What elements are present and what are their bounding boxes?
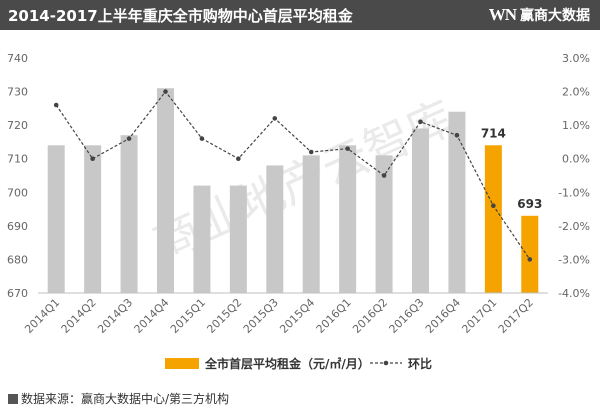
bar <box>47 145 65 293</box>
mom-point <box>199 136 205 141</box>
combo-chart: 商业地产云智库7407307207107006906806703.0%2.0%1… <box>7 52 590 371</box>
legend-label-rent: 全市首层平均租金（元/㎡/月） <box>204 356 370 371</box>
y2-tick-label: -1.0% <box>558 186 590 199</box>
bar <box>193 185 211 293</box>
legend-swatch-rent <box>165 358 199 369</box>
x-tick-label: 2014Q3 <box>95 296 135 336</box>
chart-header: 2014-2017上半年重庆全市购物中心首层平均租金 WN 赢商大数据 <box>0 0 600 30</box>
bar <box>266 165 284 293</box>
x-tick-label: 2016Q1 <box>314 296 354 336</box>
y2-tick-label: 0.0% <box>562 153 590 166</box>
mom-point <box>272 116 278 121</box>
mom-point <box>236 156 241 162</box>
bar <box>157 88 174 293</box>
x-tick-label: 2015Q1 <box>168 296 208 336</box>
mom-point <box>53 102 59 108</box>
y2-tick-label: 2.0% <box>562 86 590 99</box>
y2-tick-label: -3.0% <box>558 253 590 266</box>
y-tick-label: 690 <box>7 220 28 233</box>
x-tick-label: 2016Q3 <box>387 296 427 336</box>
y2-tick-label: 3.0% <box>562 52 590 65</box>
mom-point <box>454 132 460 138</box>
bar <box>484 145 502 293</box>
x-tick-label: 2014Q1 <box>22 296 62 336</box>
mom-point <box>491 203 496 209</box>
bar <box>84 145 102 293</box>
bar <box>521 215 539 293</box>
chart-title: 2014-2017上半年重庆全市购物中心首层平均租金 <box>8 7 353 25</box>
x-tick-label: 2017Q2 <box>496 296 536 336</box>
mom-point <box>90 156 95 162</box>
mom-point <box>308 149 314 155</box>
bar <box>229 185 247 293</box>
brand-mark: WN <box>488 5 517 24</box>
data-label: 714 <box>481 126 506 140</box>
y-tick-label: 710 <box>7 153 28 166</box>
mom-line <box>55 90 531 260</box>
bar <box>412 128 429 293</box>
chart-area: 商业地产云智库7407307207107006906806703.0%2.0%1… <box>0 30 600 386</box>
x-tick-label: 2015Q4 <box>277 296 317 336</box>
brand-logo: WN 赢商大数据 <box>489 4 590 26</box>
bar <box>448 111 466 293</box>
source-text: 数据来源：赢商大数据中心/第三方机构 <box>21 392 230 406</box>
y-tick-label: 740 <box>7 52 28 65</box>
mom-point <box>345 146 350 151</box>
x-tick-label: 2015Q3 <box>241 296 281 336</box>
source-icon <box>8 394 18 404</box>
y2-tick-label: -2.0% <box>558 220 590 233</box>
mom-point <box>163 89 168 94</box>
brand-name: 赢商大数据 <box>520 8 590 24</box>
x-tick-label: 2016Q4 <box>423 296 463 336</box>
x-tick-label: 2014Q2 <box>59 296 99 336</box>
x-tick-label: 2016Q2 <box>350 296 390 336</box>
x-tick-label: 2017Q1 <box>459 296 499 336</box>
mom-point <box>418 119 423 125</box>
bar <box>120 135 138 293</box>
bar <box>375 155 393 293</box>
x-tick-label: 2015Q2 <box>204 296 244 336</box>
y-tick-label: 730 <box>7 86 28 99</box>
y-tick-label: 680 <box>7 253 28 266</box>
y-tick-label: 720 <box>7 119 28 132</box>
legend-marker-mom <box>383 360 389 366</box>
bar <box>302 155 320 293</box>
data-label: 693 <box>517 197 542 211</box>
mom-point <box>527 257 533 262</box>
mom-point <box>381 173 387 178</box>
bar <box>339 145 357 293</box>
y2-tick-label: -4.0% <box>558 287 590 300</box>
y2-tick-label: 1.0% <box>562 119 590 132</box>
y-tick-label: 670 <box>7 287 28 300</box>
legend-label-mom: 环比 <box>408 356 432 371</box>
y-tick-label: 700 <box>7 186 28 199</box>
x-tick-label: 2014Q4 <box>132 296 172 336</box>
source-note: 数据来源：赢商大数据中心/第三方机构 <box>8 390 229 407</box>
mom-point <box>126 136 132 141</box>
